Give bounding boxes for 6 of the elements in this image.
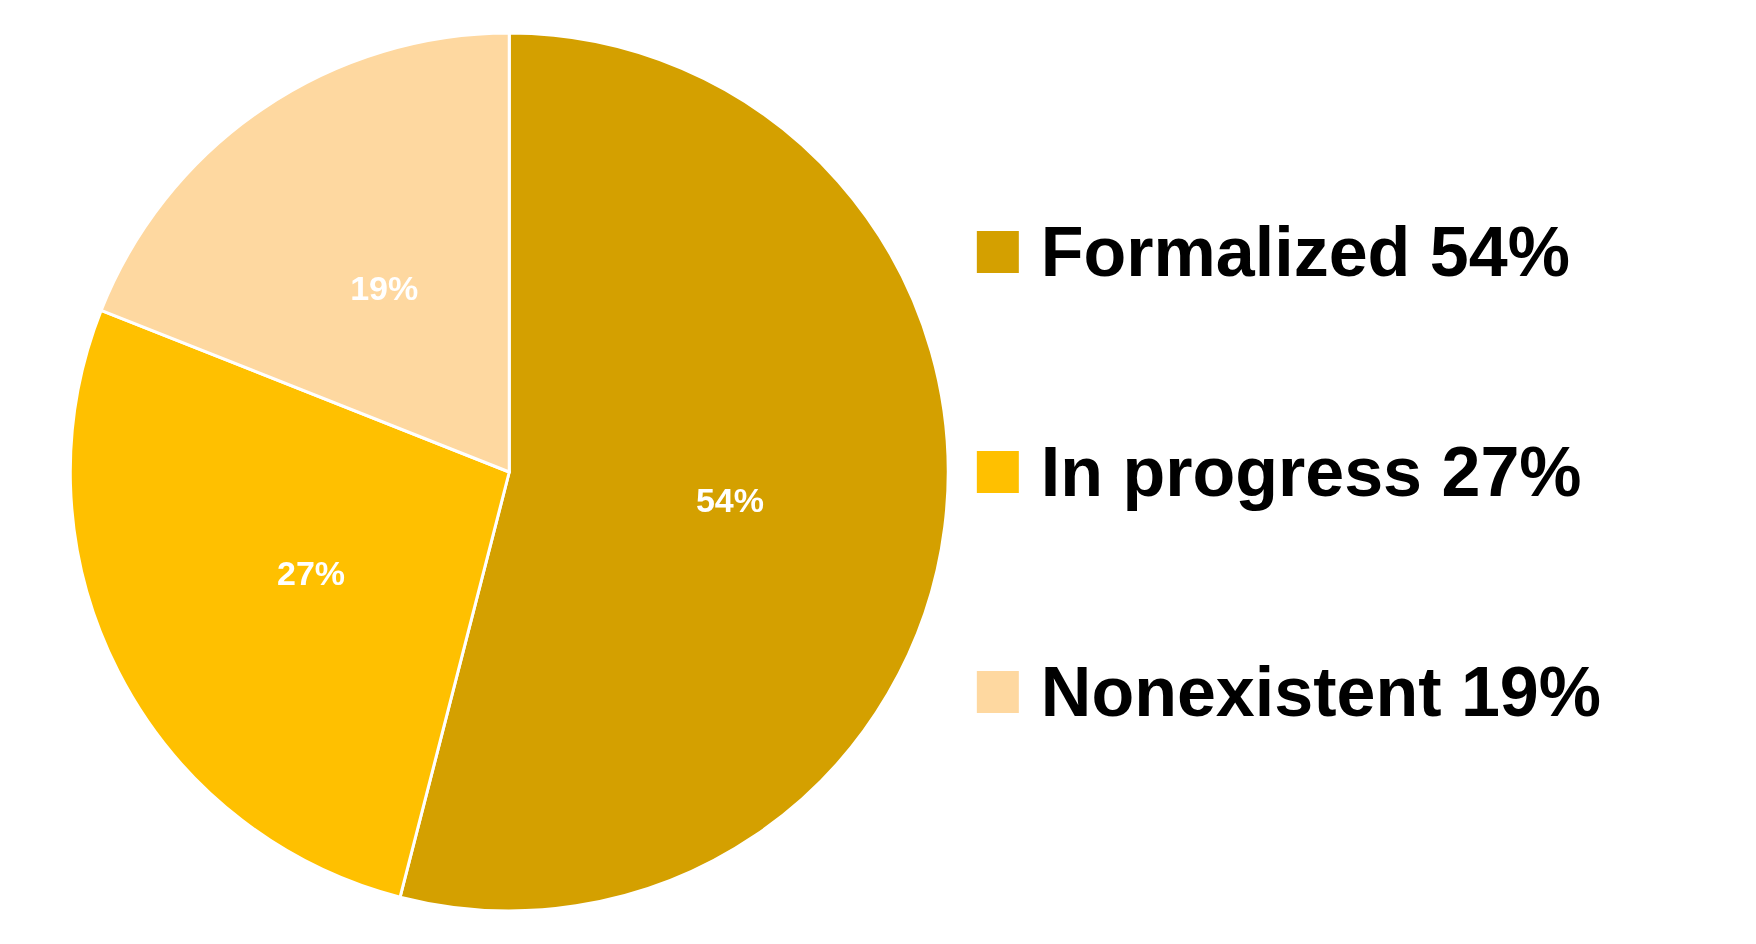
legend-label: Formalized 54% [1040, 213, 1570, 291]
data-label: 54% [695, 480, 764, 519]
data-label: 19% [350, 268, 419, 307]
legend-label: Nonexistent 19% [1040, 653, 1601, 731]
legend-label: In progress 27% [1040, 433, 1582, 511]
data-label: 27% [276, 554, 346, 592]
